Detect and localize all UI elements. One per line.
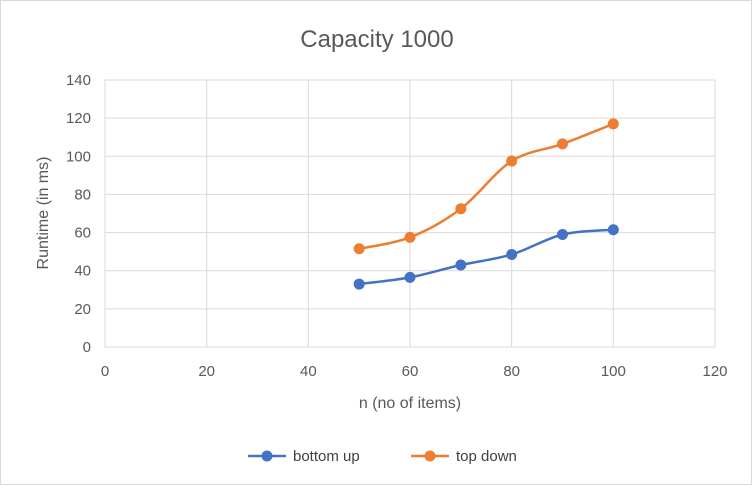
y-tick-label: 100 [66,148,91,165]
data-point-top-down [353,243,365,255]
x-tick-labels: 0 20 40 60 80 100 120 [101,363,728,380]
data-point-top-down [506,155,518,167]
y-tick-label: 60 [74,225,91,242]
y-tick-labels: 0 20 40 60 80 100 120 140 [66,72,91,356]
series-top-down [353,118,619,255]
y-tick-label: 140 [66,72,91,89]
legend-label-top-down: top down [456,448,517,465]
legend-marker-top-down [424,450,436,462]
chart-title: Capacity 1000 [300,26,453,53]
x-tick-label: 40 [300,363,317,380]
x-tick-label: 100 [601,363,626,380]
y-tick-label: 0 [83,339,91,356]
y-tick-label: 120 [66,110,91,127]
data-point-bottom-up [506,249,518,261]
series-layer [353,118,619,290]
data-point-bottom-up [353,278,365,290]
legend-item-bottom-up: bottom up [248,448,360,465]
y-tick-label: 40 [74,263,91,280]
x-tick-label: 60 [402,363,419,380]
data-point-bottom-up [404,271,416,283]
y-tick-label: 20 [74,301,91,318]
x-tick-label: 0 [101,363,109,380]
data-point-bottom-up [607,224,619,236]
legend-label-bottom-up: bottom up [293,448,360,465]
x-tick-label: 20 [198,363,215,380]
data-point-top-down [455,203,467,215]
legend-marker-bottom-up [261,450,273,462]
series-line-top-down [358,122,614,251]
legend-item-top-down: top down [411,448,517,465]
data-point-top-down [404,231,416,243]
data-point-bottom-up [455,259,467,271]
x-tick-label: 80 [503,363,520,380]
data-point-top-down [607,118,619,130]
x-tick-label: 120 [702,363,727,380]
y-axis-label: Runtime (in ms) [35,157,52,270]
data-point-bottom-up [557,228,568,240]
data-point-top-down [557,138,568,150]
x-axis-label: n (no of items) [359,395,461,412]
legend: bottom up top down [248,448,517,465]
series-bottom-up [353,224,619,290]
y-tick-label: 80 [74,186,91,203]
series-line-bottom-up [359,228,614,286]
grid-lines [104,79,716,348]
